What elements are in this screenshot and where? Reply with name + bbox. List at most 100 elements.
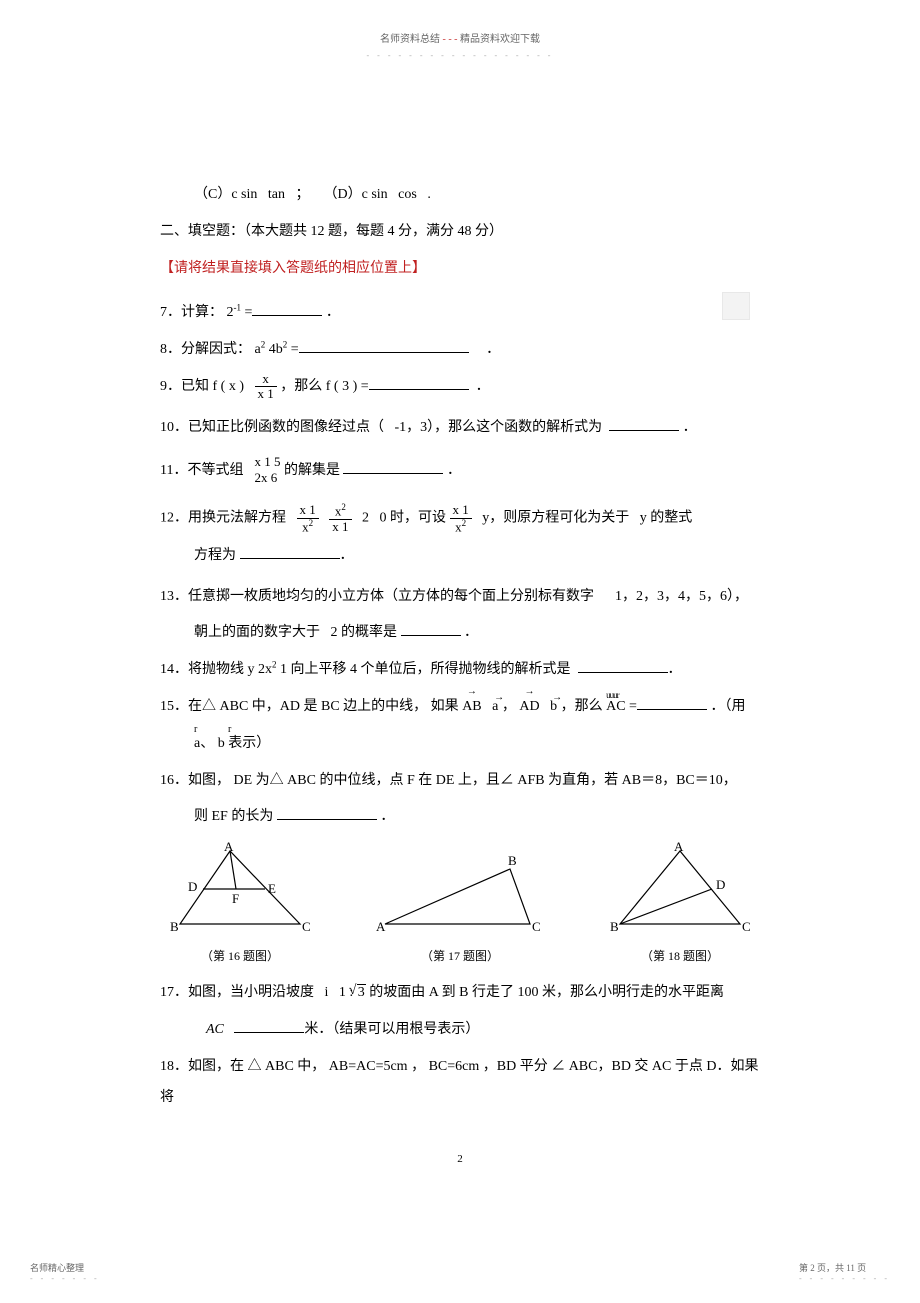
q9-mid: ，那么 f ( 3 ) = <box>280 379 368 394</box>
q15-post: ．（用 <box>710 699 745 714</box>
q13-l1: 13．任意掷一枚质地均匀的小立方体（立方体的每个面上分别标有数字 1，2，3，4… <box>160 582 760 613</box>
fig17-A: A <box>376 919 386 934</box>
q8-post: = <box>287 342 298 357</box>
q12-d2: x 1 <box>329 520 351 534</box>
red-instruction: 【请将结果直接填入答题纸的相应位置上】 <box>160 254 760 285</box>
q14-blank <box>578 659 668 673</box>
q10: 10．已知正比例函数的图像经过点（ -1，3），那么这个函数的解析式为 ． <box>160 413 760 444</box>
q7-pre: 7．计算： 2 <box>160 305 234 320</box>
fig17-caption: （第 17 题图） <box>370 947 550 964</box>
q8: 8．分解因式： a2 4b2 = ． <box>160 335 760 366</box>
header-text3: 精品资料欢迎下载 <box>460 34 540 45</box>
q12-blank <box>240 545 340 559</box>
q13-l2-text: 朝上的面的数字大于 2 的概率是 <box>194 625 397 640</box>
q17-mid: 的坡面由 A 到 B 行走了 100 米，那么小明行走的水平距离 <box>366 985 724 1000</box>
q12-sub-text: 方程为 <box>194 548 236 563</box>
q15-mid: ，那么 <box>561 699 607 714</box>
footer-right-text: 第 2 页，共 11 页 <box>799 1261 890 1274</box>
option-cd: （C）c sin tan ； （D）c sin cos . <box>160 180 760 211</box>
q9-blank <box>369 376 469 390</box>
q12-n2: x2 <box>329 503 351 520</box>
q8-mid: 4b <box>265 342 283 357</box>
q14-pre: 14．将抛物线 y 2x <box>160 662 272 677</box>
header-text1: 名师资料总结 <box>380 34 443 45</box>
vec-r2: r <box>228 719 231 741</box>
section-title: 二、填空题：（本大题共 12 题，每题 4 分，满分 48 分） <box>160 217 760 248</box>
q11: 11．不等式组 x 1 5 2x 6 的解集是 ． <box>160 454 760 488</box>
fig18-B: B <box>610 919 619 934</box>
fig17-svg: A C B <box>370 839 550 939</box>
q18: 18．如图，在 △ ABC 中， AB=AC=5cm ， BC=6cm ，BD … <box>160 1052 760 1114</box>
q15-sub: r r a、 b 表示） <box>160 729 760 760</box>
q17-pre: 17．如图，当小明沿坡度 i 1 : <box>160 985 357 1000</box>
vec-ac-wrap: uuurAC <box>606 699 625 714</box>
q13-l2: 朝上的面的数字大于 2 的概率是 ． <box>160 618 760 649</box>
fig17-B: B <box>508 853 517 868</box>
q10-blank <box>609 417 679 431</box>
q8-blank <box>299 339 469 353</box>
q16-blank <box>277 806 377 820</box>
q17-ac: AC <box>206 1022 234 1037</box>
top-dots: - - - - - - - - - - - - - - - - - - <box>160 51 760 60</box>
vec-r1: r <box>194 719 197 741</box>
q12-f3: x 1x2 <box>450 503 472 534</box>
footer-left-text: 名师精心整理 <box>30 1261 100 1274</box>
q12-f2: x2x 1 <box>329 503 351 534</box>
q11-system: x 1 5 2x 6 <box>250 454 280 488</box>
q17-sub: AC 米．（结果可以用根号表示） <box>160 1015 760 1046</box>
q11-post: 的解集是 <box>284 463 340 478</box>
q12-n1: x 1 <box>297 503 319 518</box>
q9-den: x 1 <box>255 387 277 401</box>
fig16-A: A <box>224 839 234 854</box>
q12-d3: x2 <box>450 519 472 535</box>
footer-left: 名师精心整理 - - - - - - - <box>30 1261 100 1283</box>
q15-sub-text: a、 b 表示） <box>194 736 270 751</box>
q7-blank <box>252 302 322 316</box>
q9-pre: 9．已知 f ( x ) <box>160 379 244 394</box>
q11-r2: 2x 6 <box>250 470 280 487</box>
fig18-svg: A B C D <box>600 839 760 939</box>
fig18-D: D <box>716 877 725 892</box>
fig18: A B C D （第 18 题图） <box>600 839 760 964</box>
q15-pre: 15．在△ ABC 中，AD 是 BC 边上的中线， 如果 <box>160 699 462 714</box>
fig18-caption: （第 18 题图） <box>600 947 760 964</box>
q16-l2: 则 EF 的长为 ． <box>160 802 760 833</box>
q17-blank <box>234 1019 304 1033</box>
footer-left-dots: - - - - - - - <box>30 1274 100 1283</box>
fig18-A: A <box>674 839 684 854</box>
figures-row: A B C D E F （第 16 题图） A C B （第 17 题图） A … <box>160 839 760 964</box>
q12-sub: 方程为 ． <box>160 541 760 572</box>
q12-mid1: 2 0 时，可设 <box>362 511 446 526</box>
q17-sub-post: 米．（结果可以用根号表示） <box>304 1022 479 1037</box>
fig16-svg: A B C D E F <box>160 839 320 939</box>
fig18-C: C <box>742 919 751 934</box>
q8-pre: 8．分解因式： a <box>160 342 261 357</box>
fig16-C: C <box>302 919 311 934</box>
q17: 17．如图，当小明沿坡度 i 1 : √3 的坡面由 A 到 B 行走了 100… <box>160 978 760 1009</box>
q12-n3: x 1 <box>450 503 472 518</box>
q9-num: x <box>255 372 277 387</box>
q14-post: 1 向上平移 4 个单位后，所得抛物线的解析式是 <box>277 662 571 677</box>
q12-d1: x2 <box>297 519 319 535</box>
fig16: A B C D E F （第 16 题图） <box>160 839 320 964</box>
q15-blank <box>637 696 707 710</box>
footer-right: 第 2 页，共 11 页 - - - - - - - - - <box>799 1261 890 1283</box>
q7: 7．计算： 2-1 = ． <box>160 298 760 329</box>
fig17: A C B （第 17 题图） <box>370 839 550 964</box>
q11-r1: x 1 5 <box>250 454 280 471</box>
sqrt3: √3 <box>357 978 366 1009</box>
vec-a-wrap: →a <box>492 699 498 714</box>
q11-blank <box>343 460 443 474</box>
q7-post: = <box>241 305 252 320</box>
fig16-F: F <box>232 891 239 906</box>
gray-box <box>722 292 750 320</box>
q15: 15．在△ ABC 中，AD 是 BC 边上的中线， 如果 AB →a ， AD… <box>160 692 760 723</box>
fig16-B: B <box>170 919 179 934</box>
q12-pre: 12．用换元法解方程 <box>160 511 286 526</box>
fig16-caption: （第 16 题图） <box>160 947 320 964</box>
q9: 9．已知 f ( x ) xx 1 ，那么 f ( 3 ) = ． <box>160 372 760 403</box>
header-red: - - - <box>443 34 458 45</box>
q11-pre: 11．不等式组 <box>160 463 243 478</box>
q16-l2-text: 则 EF 的长为 <box>194 809 273 824</box>
footer-right-dots: - - - - - - - - - <box>799 1274 890 1283</box>
